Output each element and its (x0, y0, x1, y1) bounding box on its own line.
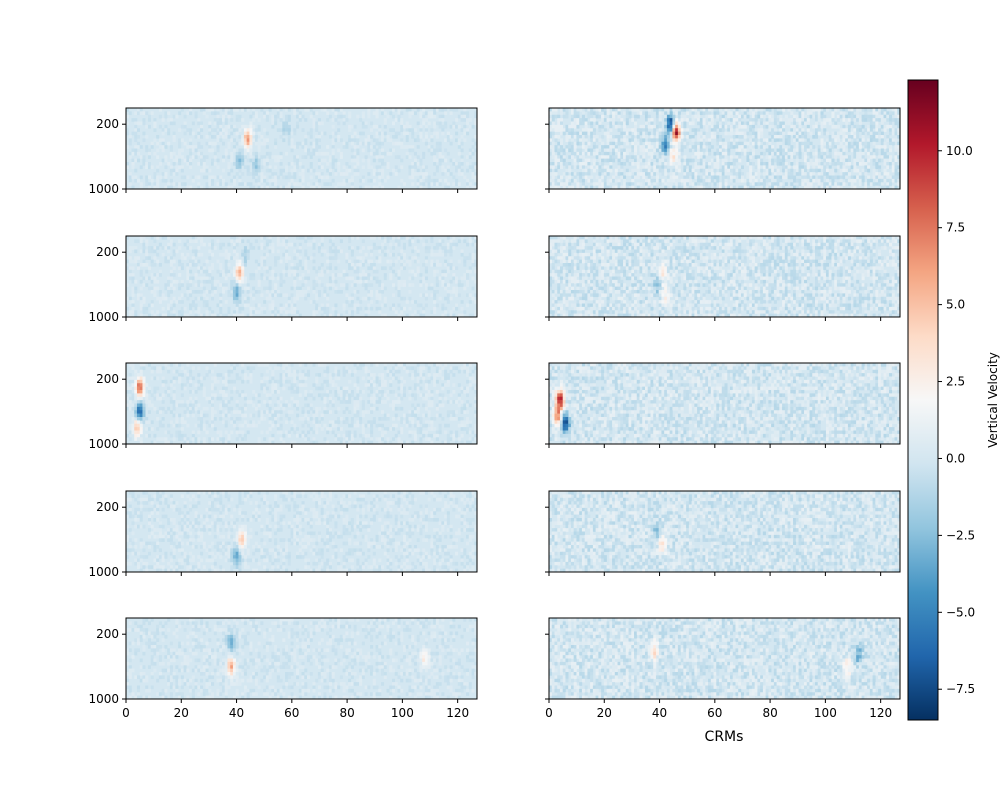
heatmap-panel (545, 107, 901, 193)
y-tick-label: 200 (96, 500, 119, 514)
y-tick-label: 200 (96, 245, 119, 259)
heatmap-panel: 200 1000 (88, 362, 478, 451)
panel-frame (125, 107, 478, 190)
colorbar-gradient (907, 79, 939, 721)
heatmap-panel: 0 20 40 60 80 100 120 (545, 617, 901, 720)
panel-frame (125, 490, 478, 573)
heatmap-panel (545, 490, 901, 576)
x-tick-label: 20 (174, 706, 189, 720)
colorbar-tick-label: −2.5 (946, 528, 975, 542)
heatmap-panel: 200 1000 (88, 235, 478, 324)
y-tick-label: 200 (96, 627, 119, 641)
heatmap-cells (126, 363, 478, 445)
colorbar-ticks: −7.5 −5.0 −2.5 0.0 2.5 5.0 7.5 10.0 (938, 144, 975, 696)
colorbar-tick-label: 2.5 (946, 375, 965, 389)
y-tick-label: 1000 (88, 565, 119, 579)
panel-frame (548, 617, 901, 700)
panel-frame (548, 107, 901, 190)
heatmap-cells (126, 491, 478, 573)
heatmap-panel: 200 1000 (88, 107, 478, 196)
y-tick-label: 1000 (88, 182, 119, 196)
panel-frame (548, 362, 901, 445)
panel-frame (548, 235, 901, 318)
colorbar-label: Vertical Velocity (986, 352, 1000, 448)
y-tick-label: 1000 (88, 692, 119, 706)
x-tick-label: 60 (284, 706, 299, 720)
heatmap-panel (545, 235, 901, 321)
heatmap-panel: 200 1000 (88, 490, 478, 579)
x-tick-label: 80 (762, 706, 777, 720)
heatmap-cells (126, 618, 478, 700)
colorbar-tick-label: 10.0 (946, 144, 973, 158)
heatmap-cells (549, 618, 901, 700)
x-tick-label: 40 (652, 706, 667, 720)
x-tick-label: 120 (869, 706, 892, 720)
y-tick-label: 200 (96, 372, 119, 386)
x-tick-label: 60 (707, 706, 722, 720)
x-tick-label: 80 (339, 706, 354, 720)
colorbar-tick-label: 7.5 (946, 221, 965, 235)
y-tick-label: 1000 (88, 310, 119, 324)
x-tick-label: 100 (814, 706, 837, 720)
heatmap-cells (126, 108, 478, 190)
colorbar-tick-label: −7.5 (946, 682, 975, 696)
heatmap-cells (126, 236, 478, 318)
colorbar: −7.5 −5.0 −2.5 0.0 2.5 5.0 7.5 10.0 Vertical Ve… (907, 79, 1000, 721)
y-tick-label: 200 (96, 117, 119, 131)
panel-frame (125, 617, 478, 700)
x-tick-label: 40 (229, 706, 244, 720)
colorbar-tick-label: 0.0 (946, 451, 965, 465)
x-axis-label: CRMs (705, 729, 744, 745)
panel-frame (125, 235, 478, 318)
colorbar-tick-label: 5.0 (946, 298, 965, 312)
heatmap-cells (549, 108, 901, 190)
heatmap-cells (549, 363, 901, 445)
y-tick-label: 1000 (88, 437, 119, 451)
x-tick-label: 120 (446, 706, 469, 720)
heatmap-cells (549, 236, 901, 318)
panel-frame (125, 362, 478, 445)
x-tick-label: 0 (122, 706, 130, 720)
x-tick-label: 100 (391, 706, 414, 720)
heatmap-cells (549, 491, 901, 573)
x-tick-label: 0 (545, 706, 553, 720)
colorbar-tick-label: −5.0 (946, 605, 975, 619)
x-tick-label: 20 (597, 706, 612, 720)
heatmap-panel (545, 362, 901, 448)
panel-frame (548, 490, 901, 573)
